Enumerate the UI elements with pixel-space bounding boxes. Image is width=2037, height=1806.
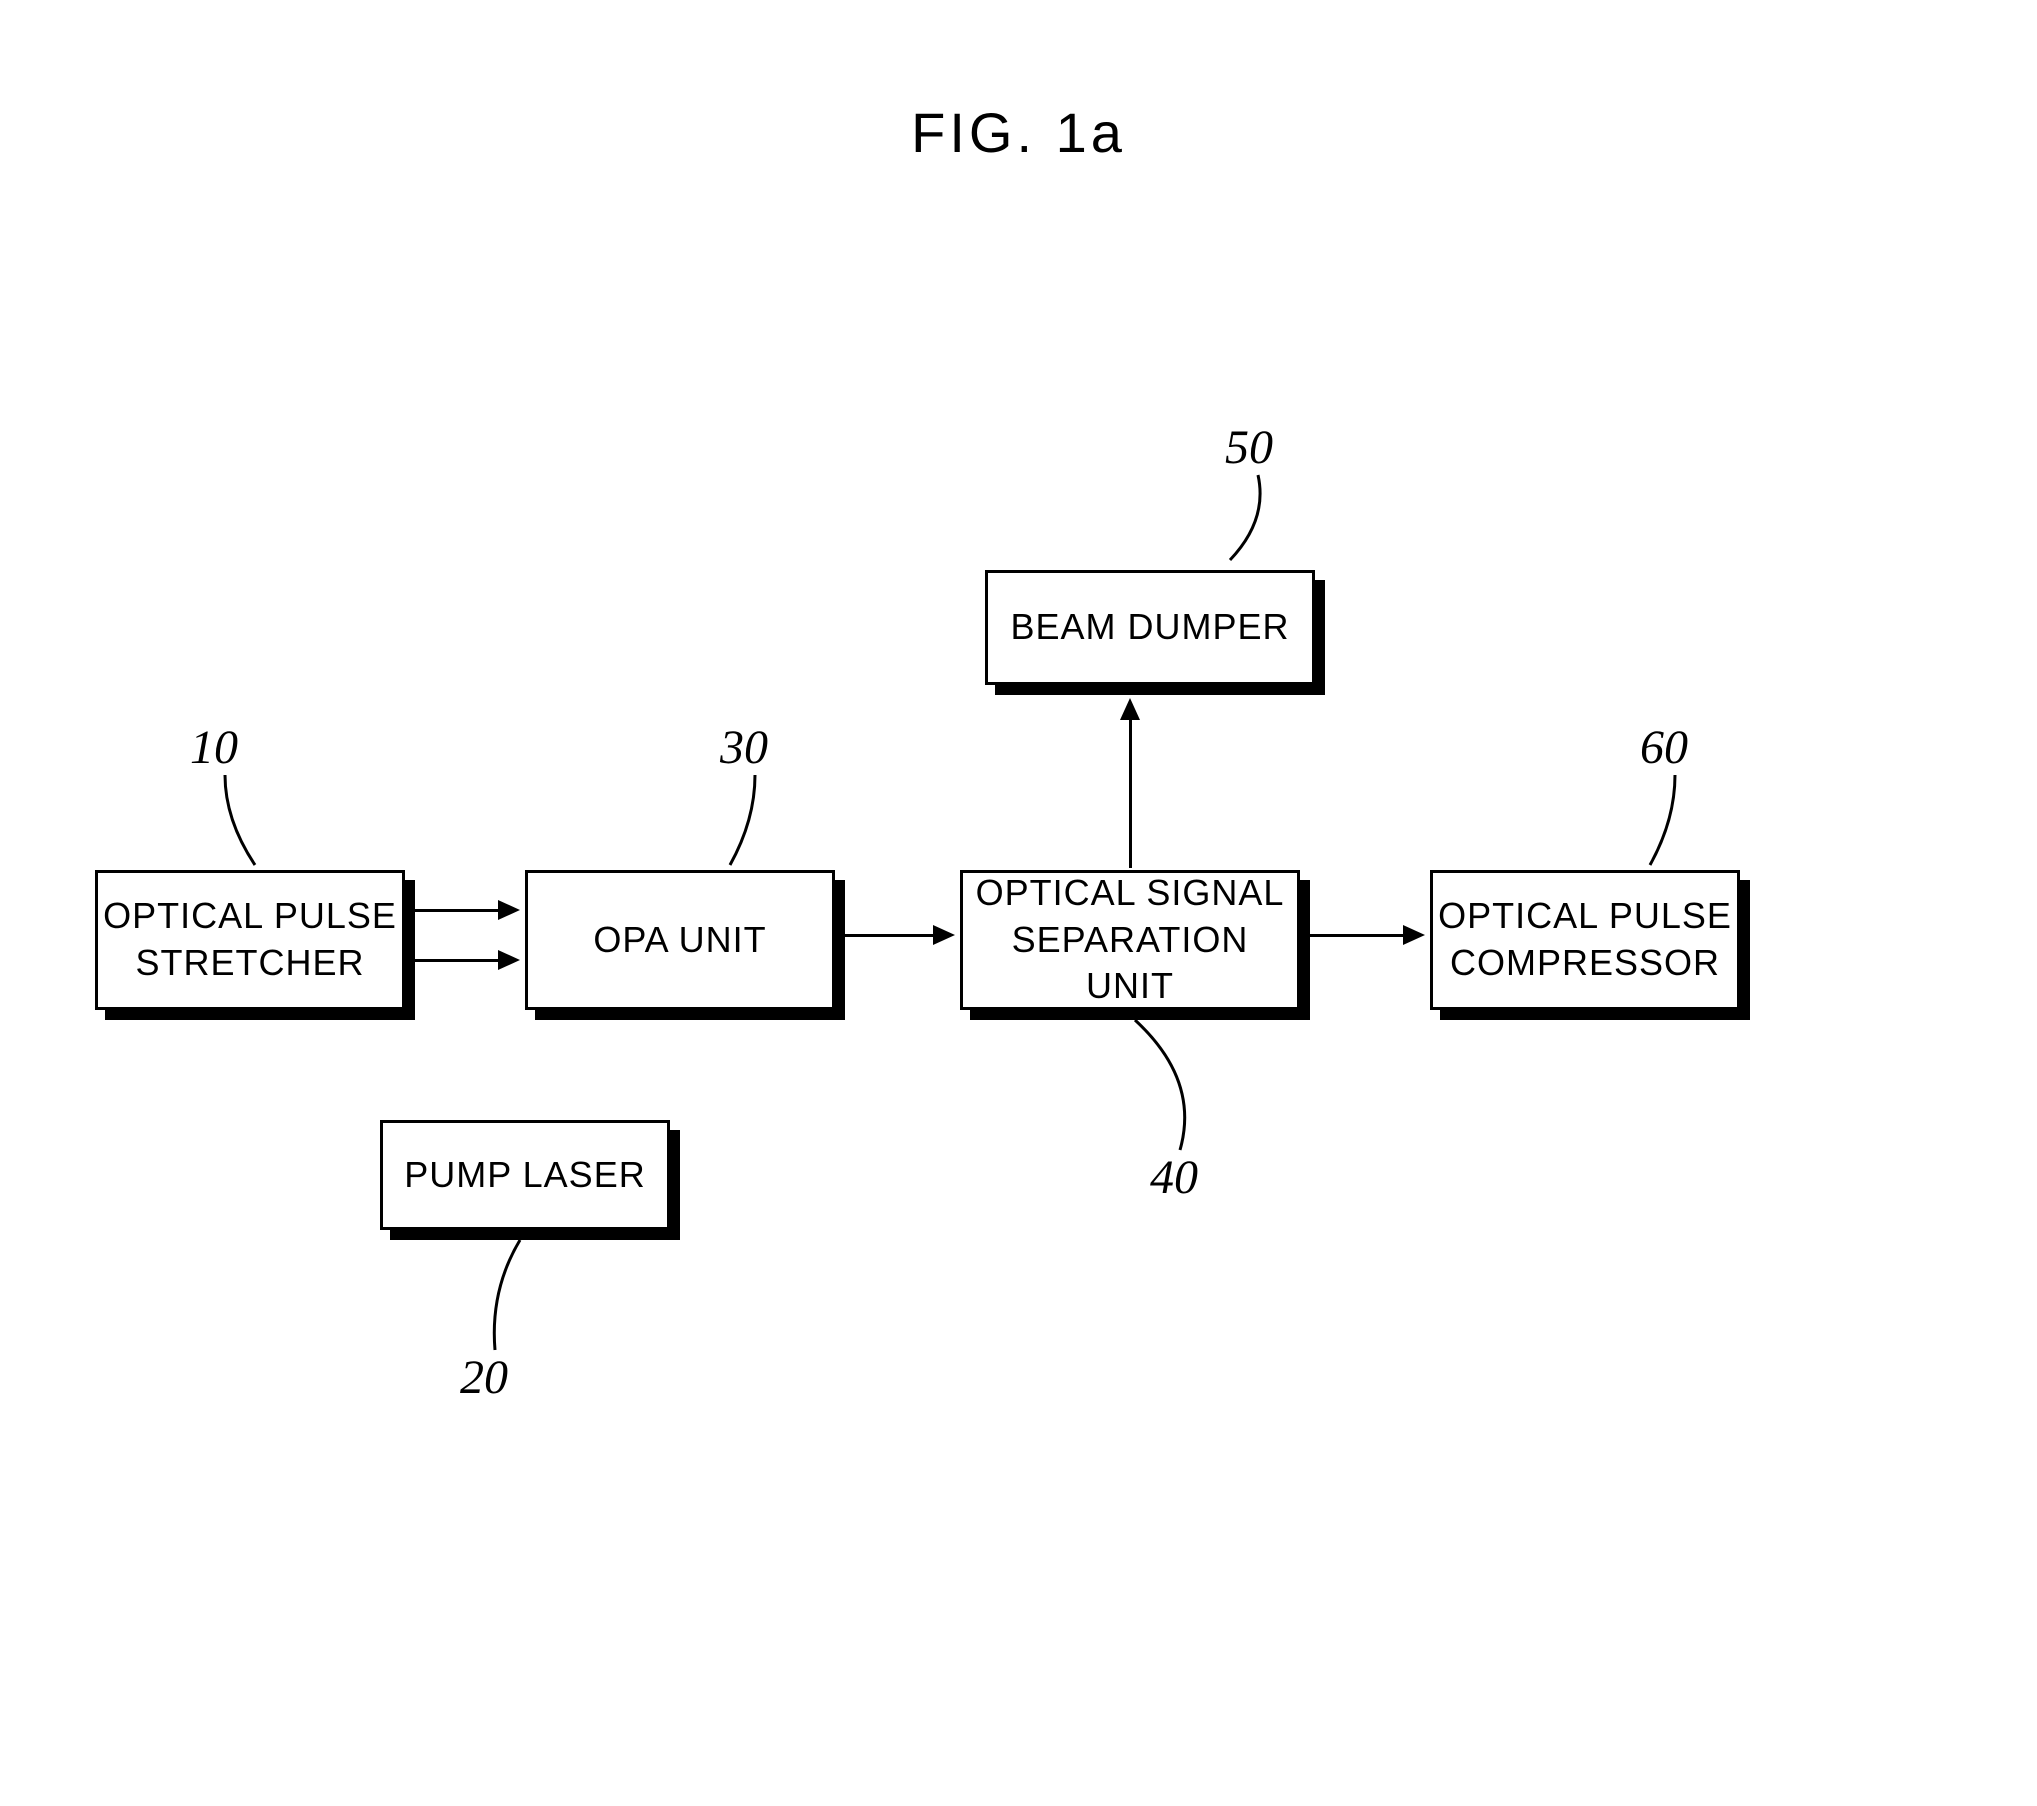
arrow-line xyxy=(845,934,935,937)
arrow-head-icon xyxy=(498,900,520,920)
arrow-line xyxy=(1129,718,1132,868)
arrow-head-icon xyxy=(498,950,520,970)
arrow-head-icon xyxy=(933,925,955,945)
arrow-line xyxy=(415,909,500,912)
diagram-container: FIG. 1a OPTICAL PULSESTRETCHER 10 PUMP L… xyxy=(0,0,2037,1806)
lead-60 xyxy=(0,0,2037,1806)
arrow-line xyxy=(415,959,500,962)
arrow-head-icon xyxy=(1403,925,1425,945)
arrow-line xyxy=(1310,934,1405,937)
arrow-head-icon xyxy=(1120,698,1140,720)
